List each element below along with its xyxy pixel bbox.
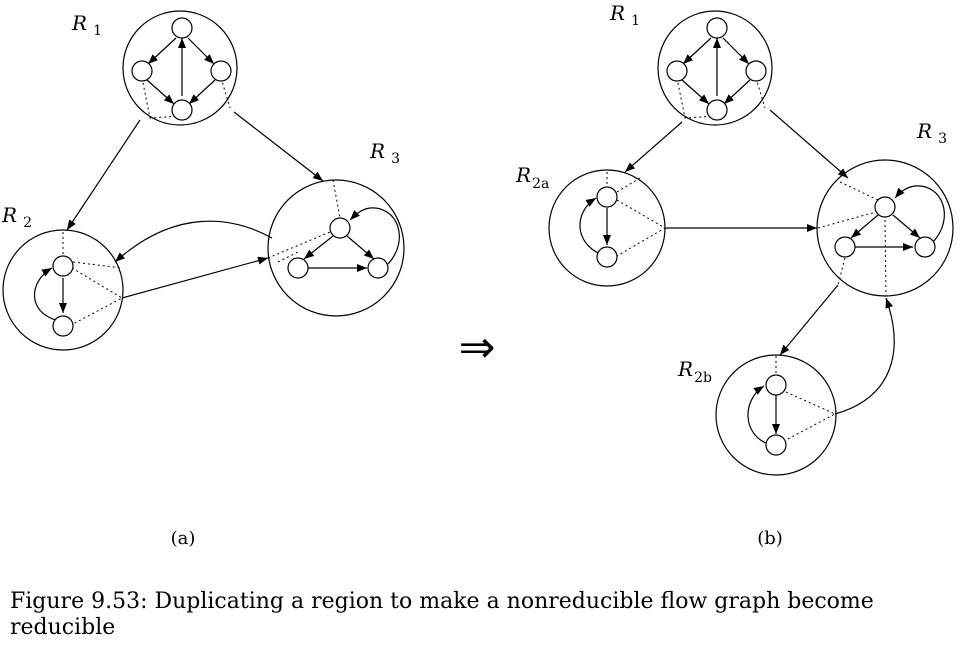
node <box>706 99 728 121</box>
node <box>367 257 389 279</box>
region-r3-b <box>816 159 954 297</box>
panel-label-a: (a) <box>171 528 196 549</box>
region-r3-a <box>267 179 405 317</box>
node <box>666 60 688 82</box>
node <box>706 17 728 39</box>
region-r1-a <box>122 10 238 126</box>
panel-label-b: (b) <box>757 528 783 549</box>
node <box>171 17 193 39</box>
node <box>52 255 74 277</box>
node <box>131 60 153 82</box>
edge-r3-to-r2 <box>114 220 273 263</box>
node <box>596 246 618 268</box>
node <box>596 186 618 208</box>
figure-caption: Figure 9.53: Duplicating a region to mak… <box>10 589 874 614</box>
region-label-r2a-b: R2a <box>515 163 549 192</box>
edge-r2-to-r3 <box>121 256 269 299</box>
region-r2b-b <box>715 354 837 476</box>
node <box>765 434 787 456</box>
edge-r3-to-r2b <box>779 284 839 356</box>
node <box>210 60 232 82</box>
node <box>287 257 309 279</box>
node <box>765 374 787 396</box>
node <box>874 196 896 218</box>
node <box>171 99 193 121</box>
node <box>745 60 767 82</box>
edge-r1-to-r2 <box>66 119 141 231</box>
region-r1-b <box>657 10 773 126</box>
region-r2-a <box>2 229 124 351</box>
transform-arrow-icon: ⇒ <box>459 322 496 373</box>
edge-r2b-to-r3 <box>834 297 895 415</box>
region-label-r2b-b: R2b <box>677 357 712 386</box>
figure-caption-continued: reducible <box>10 615 116 640</box>
edge-r1-to-r3 <box>233 111 324 182</box>
edge-r1-to-r2a <box>624 121 683 173</box>
region-r2a-b <box>548 169 666 287</box>
node <box>834 236 856 258</box>
node <box>329 217 351 239</box>
node <box>914 236 936 258</box>
node <box>52 315 74 337</box>
edge-r1-to-r3 <box>769 109 849 179</box>
